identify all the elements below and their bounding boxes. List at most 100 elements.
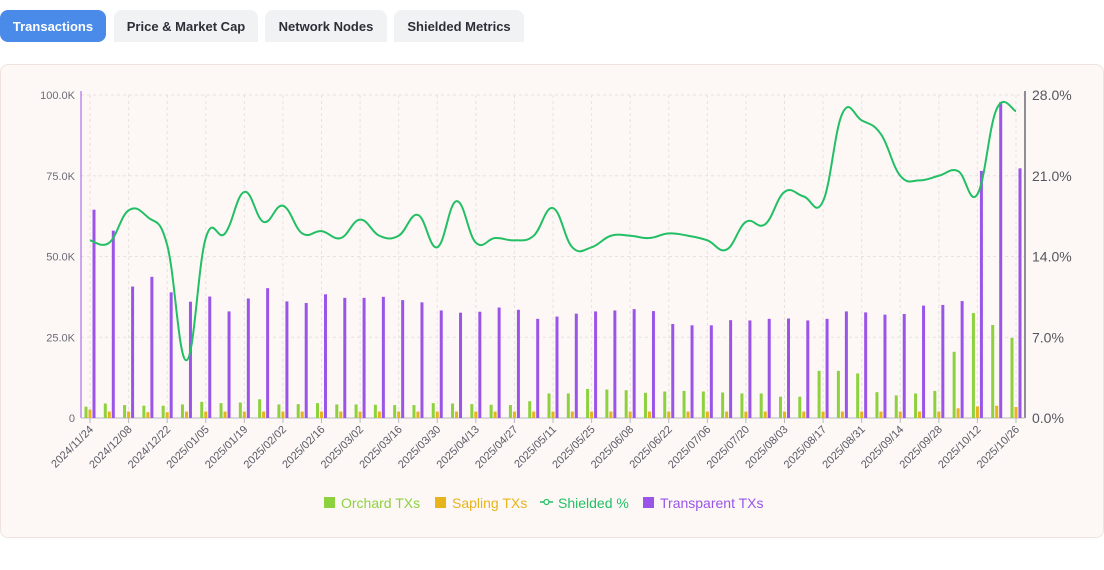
orchard-txs-bar <box>508 405 512 418</box>
sapling-txs-bar <box>397 411 401 418</box>
orchard-txs-bar <box>663 391 667 418</box>
orchard-txs-bar <box>643 392 647 418</box>
orchard-txs-bar <box>103 403 107 418</box>
orchard-txs-bar <box>431 403 435 418</box>
sapling-txs-bar <box>512 411 516 418</box>
orchard-txs-bar <box>200 401 204 418</box>
orchard-txs-bar <box>238 402 242 418</box>
transparent-txs-bar <box>1018 168 1022 418</box>
orchard-txs-bar <box>84 406 88 418</box>
legend-swatch <box>435 497 446 508</box>
sapling-txs-bar <box>223 411 227 418</box>
transparent-txs-bar <box>613 310 617 418</box>
transparent-txs-bar <box>709 325 713 418</box>
transparent-txs-bar <box>594 311 598 418</box>
legend-label: Sapling TXs <box>452 495 527 511</box>
transparent-txs-bar <box>227 311 231 418</box>
grid-lines <box>81 94 1025 418</box>
transparent-txs-bar <box>960 301 964 418</box>
legend-swatch <box>324 497 335 508</box>
transparent-txs-bar <box>478 311 482 418</box>
sapling-txs-bar <box>532 411 536 418</box>
sapling-txs-bar <box>628 411 632 418</box>
orchard-txs-bar <box>296 404 300 418</box>
shielded-percent-line <box>89 101 1017 362</box>
orchard-txs-bar <box>836 370 840 418</box>
transparent-txs-bar <box>459 312 463 418</box>
sapling-txs-bar <box>204 411 208 418</box>
transparent-txs-bar <box>979 170 983 418</box>
sapling-txs-bar <box>590 411 594 418</box>
transparent-txs-bar <box>285 301 289 418</box>
transparent-txs-bar <box>883 314 887 418</box>
sapling-txs-bar <box>705 411 709 418</box>
sapling-txs-bar <box>88 409 92 418</box>
sapling-txs-bar <box>763 411 767 418</box>
transparent-txs-bar <box>729 320 733 418</box>
tab-network-nodes[interactable]: Network Nodes <box>265 10 387 42</box>
transparent-txs-bar <box>324 294 327 418</box>
chart-panel: 0 0.0% 25.0K 7.0% 50.0K 14.0% 75.0K 21.0% 100.0K… <box>0 64 1104 538</box>
sapling-txs-bar <box>686 411 690 418</box>
transparent-txs-bar <box>401 300 405 418</box>
sapling-txs-bar <box>744 411 748 418</box>
left-axis-tick-label: 50.0K <box>46 252 75 264</box>
transparent-txs-bar <box>806 320 810 418</box>
orchard-txs-bar <box>875 392 879 418</box>
sapling-txs-bar <box>667 411 671 418</box>
sapling-txs-bar <box>165 412 169 418</box>
sapling-txs-bar <box>474 411 478 418</box>
sapling-txs-bar <box>416 411 420 418</box>
sapling-txs-bar <box>609 411 613 418</box>
tab-bar: Transactions Price & Market Cap Network … <box>0 10 540 42</box>
sapling-txs-bar <box>300 411 304 418</box>
orchard-txs-bar <box>991 324 995 418</box>
sapling-txs-bar <box>821 411 825 418</box>
sapling-txs-bar <box>956 408 960 418</box>
transparent-txs-bar <box>767 318 771 418</box>
sapling-txs-bar <box>107 411 111 418</box>
sapling-txs-bar <box>647 411 651 418</box>
tab-shielded-metrics[interactable]: Shielded Metrics <box>394 10 524 42</box>
sapling-txs-bar <box>918 411 922 418</box>
left-axis-tick-label: 75.0K <box>46 171 75 183</box>
sapling-txs-bar <box>975 406 979 418</box>
right-axis-tick-label: 7.0% <box>1032 329 1064 345</box>
orchard-txs-bar <box>258 399 262 418</box>
right-axis-tick-label: 14.0% <box>1032 249 1072 265</box>
transparent-txs-bar <box>266 288 270 418</box>
right-axis-tick-label: 21.0% <box>1032 168 1072 184</box>
legend: Orchard TXs Sapling TXs Shielded % Transpar… <box>324 495 764 511</box>
orchard-txs-bar <box>586 388 590 418</box>
transparent-txs-bar <box>420 302 424 418</box>
transparent-txs-bar <box>787 318 790 418</box>
transparent-txs-bar <box>362 297 366 418</box>
right-axis-tick-label: 28.0% <box>1032 87 1072 103</box>
sapling-txs-bar <box>898 411 902 418</box>
orchard-txs-bar <box>142 405 146 418</box>
sapling-txs-bar <box>435 411 439 418</box>
transparent-txs-bar <box>574 313 578 418</box>
transparent-txs-bar <box>169 292 173 418</box>
orchard-txs-bar <box>740 393 744 418</box>
orchard-txs-bar <box>180 404 184 418</box>
orchard-txs-bar <box>759 393 763 418</box>
orchard-txs-bar <box>335 404 339 418</box>
sapling-txs-bar <box>995 405 999 418</box>
sapling-txs-bar <box>281 411 285 418</box>
transparent-txs-bar <box>825 318 829 418</box>
transparent-txs-bar <box>208 296 212 418</box>
tab-price-market-cap[interactable]: Price & Market Cap <box>114 10 258 42</box>
transparent-txs-bar <box>902 313 906 418</box>
transparent-txs-bar <box>92 209 96 418</box>
transparent-txs-bar <box>632 309 636 418</box>
orchard-txs-bar <box>952 351 956 418</box>
tab-transactions[interactable]: Transactions <box>0 10 106 42</box>
sapling-txs-bar <box>493 411 497 418</box>
legend-swatch-marker <box>543 498 550 506</box>
orchard-txs-bar <box>528 401 532 418</box>
sapling-txs-bar <box>127 411 131 418</box>
transparent-txs-bar <box>246 298 250 418</box>
transparent-txs-bar <box>188 301 192 418</box>
orchard-txs-bar <box>470 404 474 418</box>
